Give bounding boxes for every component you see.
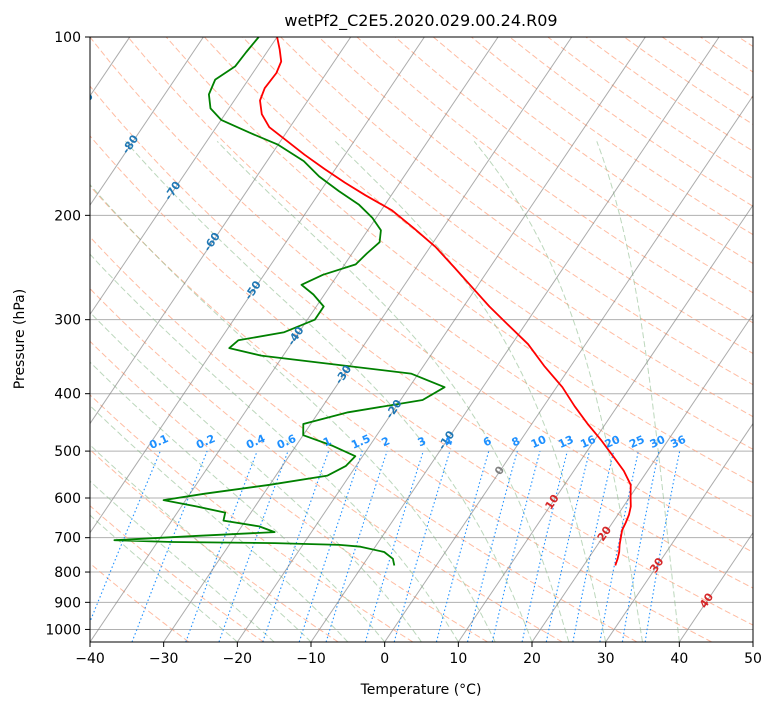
moist-adiabat: [334, 140, 607, 642]
isotherm: [678, 531, 753, 642]
isotherm: [163, 37, 573, 642]
mixing-ratio-line: [262, 450, 330, 642]
moist-adiabats: [90, 140, 680, 642]
dry-adiabat: [356, 37, 753, 324]
y-axis-ticks: 100 200 300 400 500 600 700 800 900 1000: [45, 30, 90, 638]
moist-adiabat: [90, 444, 312, 642]
y-tick-label: 700: [54, 531, 81, 547]
mixing-ratio-label: 25: [627, 433, 646, 451]
y-tick-label: 400: [54, 387, 81, 403]
x-tick-label: −20: [223, 651, 253, 667]
mixing-ratio-line: [185, 450, 258, 642]
isotherm: [90, 37, 204, 207]
dry-adiabat: [90, 562, 190, 642]
moist-adiabat: [473, 140, 643, 642]
x-tick-label: −10: [296, 651, 326, 667]
dry-adiabat: [90, 85, 753, 589]
x-tick-label: −40: [75, 651, 105, 667]
dry-adiabat: [90, 236, 638, 642]
isotherm: [531, 313, 753, 642]
y-tick-label: 800: [54, 565, 81, 581]
y-tick-label: 100: [54, 30, 81, 46]
moist-adiabat: [216, 140, 570, 642]
x-tick-label: 40: [670, 651, 688, 667]
mixing-ratio-label: 16: [578, 433, 598, 451]
isotherm: [605, 422, 753, 642]
moist-adiabat: [90, 311, 422, 642]
isotherm: [236, 37, 646, 642]
mixing-ratio-label: 36: [669, 433, 689, 451]
y-tick-label: 900: [54, 595, 81, 611]
x-tick-label: 20: [523, 651, 541, 667]
x-tick-label: 50: [744, 651, 762, 667]
dry-adiabat: [127, 37, 753, 518]
mixing-ratio-label: 10: [529, 433, 549, 451]
mixing-ratio-line: [435, 450, 490, 642]
mixing-ratio-line: [364, 450, 424, 642]
mixing-ratio-line: [90, 450, 161, 624]
y-tick-label: 200: [54, 208, 81, 224]
x-tick-label: 30: [597, 651, 615, 667]
y-tick-label: 300: [54, 313, 81, 329]
moist-adiabat: [90, 405, 349, 642]
sounding-series: [113, 37, 632, 566]
y-tick-label: 600: [54, 491, 81, 507]
isotherm: [384, 95, 753, 642]
x-tick-label: 0: [380, 651, 389, 667]
mixing-ratio-line: [325, 450, 388, 642]
dry-adiabat: [90, 287, 563, 642]
x-axis-ticks: −40 −30 −20 −10 0 10 20 30 40 50: [75, 642, 762, 667]
isotherm: [457, 204, 753, 642]
isotherm: [90, 37, 278, 316]
moist-adiabat: [90, 253, 459, 642]
moist-adiabat: [90, 480, 275, 642]
mixing-ratio-line: [466, 450, 518, 642]
dry-adiabat: [90, 185, 712, 642]
pressure-gridlines: [90, 37, 753, 630]
y-tick-label: 1000: [45, 622, 81, 638]
dry-adiabat: [90, 135, 753, 626]
moist-adiabat: [90, 183, 496, 642]
mixing-ratio-line: [218, 450, 289, 642]
mixing-ratio-line: [521, 450, 568, 642]
temperature-profile: [259, 37, 632, 566]
dewpoint-profile: [113, 37, 446, 566]
x-tick-label: −30: [149, 651, 179, 667]
moist-adiabat: [125, 140, 533, 642]
x-tick-label: 10: [449, 651, 467, 667]
mixing-ratio-line: [298, 450, 363, 642]
moist-adiabat: [596, 141, 680, 642]
mixing-ratio-label: 30: [648, 433, 668, 451]
mixing-ratio-labels: 0.1 0.2 0.4 0.6 1 1.5 2 3 4 6 8 10 13 16 20 25 30 36: [147, 432, 688, 452]
dry-adiabat: [280, 37, 753, 386]
chart-title: wetPf2_C2E5.2020.029.00.24.R09: [284, 11, 557, 31]
mixing-ratio-label: 20: [603, 433, 623, 451]
isotherm: [90, 37, 425, 534]
mixing-ratio-line: [131, 450, 208, 642]
dry-adiabat: [90, 394, 414, 642]
y-axis-label: Pressure (hPa): [12, 289, 28, 389]
isotherm: [310, 37, 720, 642]
mixing-ratio-line: [545, 450, 591, 642]
y-tick-label: 500: [54, 444, 81, 460]
x-axis-label: Temperature (°C): [360, 682, 482, 698]
dry-adiabat: [165, 37, 753, 484]
plot-frame: [89, 36, 754, 643]
mixing-ratio-label: 13: [556, 433, 575, 451]
dry-adiabat: [204, 37, 753, 450]
